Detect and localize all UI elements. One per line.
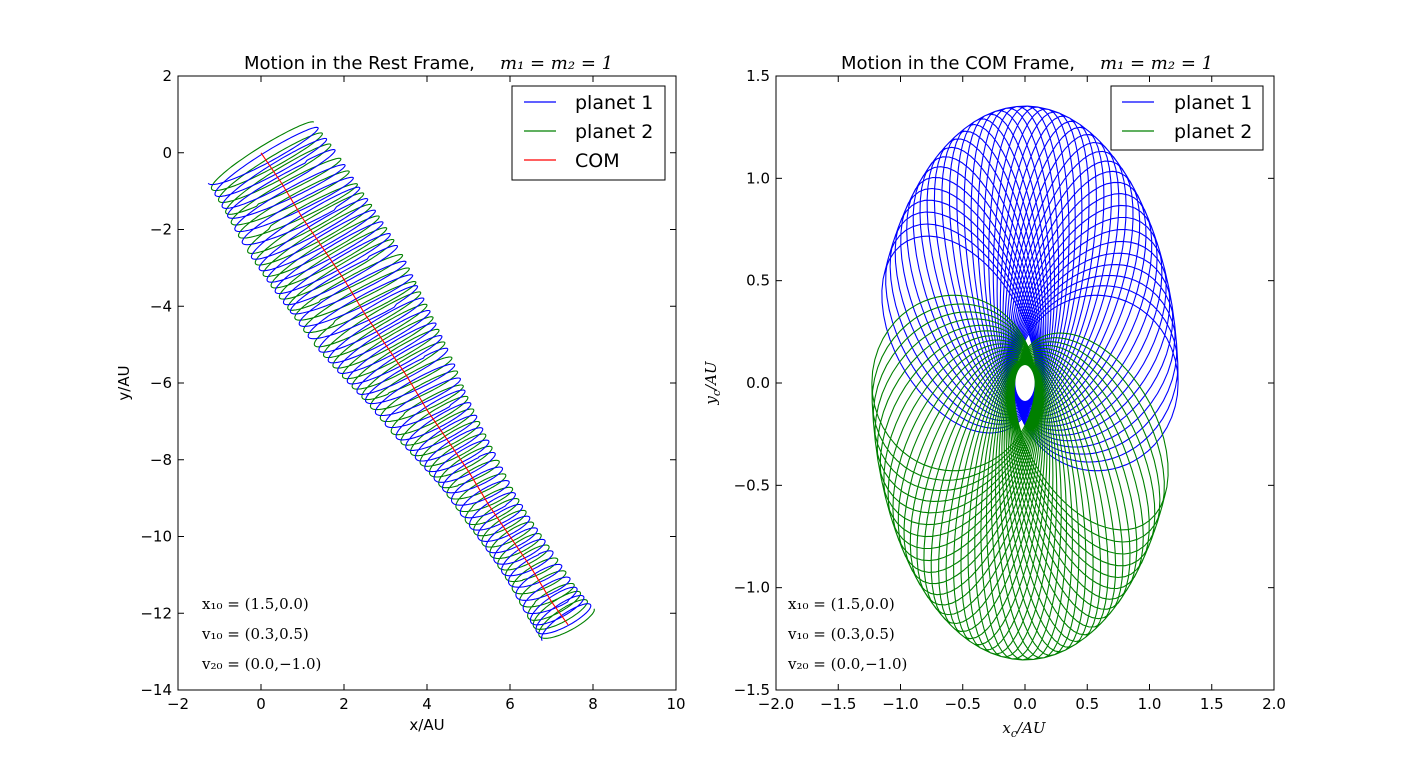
legend-entry-com: COM (575, 150, 620, 172)
legend-entry-planet2: planet 2 (575, 121, 653, 143)
com-frame-annotations: x₁₀ = (1.5,0.0) v₁₀ = (0.3,0.5) v₂₀ = (0… (787, 595, 907, 673)
y-tick-label: −1.5 (734, 681, 770, 699)
rest-frame-plot-area (207, 121, 595, 641)
com-trajectory (260, 152, 569, 626)
y-tick-label: −1.0 (734, 579, 770, 597)
x-tick-label: 4 (422, 695, 432, 713)
x-tick-label: 0.5 (1075, 695, 1099, 713)
com-frame-ylabel: yc/AU (702, 360, 723, 406)
x-tick-label: 10 (666, 695, 685, 713)
legend-entry-planet1: planet 1 (1174, 92, 1252, 114)
y-tick-label: −12 (140, 604, 172, 622)
rest-frame-xlabel: x/AU (409, 716, 444, 734)
planet1-com-trajectory (881, 105, 1179, 472)
rest-frame-panel: −2 0 2 4 6 8 10 −14 −12 −10 −8 −6 −4 −2 0 2 Motion in t… (115, 53, 686, 734)
ylabel-main: y (702, 396, 720, 406)
com-frame-legend: planet 1 planet 2 (1110, 85, 1264, 151)
com-frame-title-math: m₁ = m₂ = 1 (1100, 53, 1213, 74)
com-frame-panel: −2.0 −1.5 −1.0 −0.5 0.0 0.5 1.0 1.5 2.0−1.5−1.0−… (702, 53, 1286, 740)
x-tick-label: 1.0 (1138, 695, 1162, 713)
com-frame-xlabel: xc/AU (1002, 719, 1047, 740)
legend-entry-planet1: planet 1 (575, 92, 653, 114)
y-tick-label: 0 (162, 144, 172, 162)
rest-frame-ticks: −2 0 2 4 6 8 10 −14 −12 −10 −8 −6 −4 −2 0 2 (140, 67, 685, 713)
x-tick-label: 6 (505, 695, 515, 713)
x-tick-label: 1.5 (1200, 695, 1224, 713)
y-tick-label: −8 (150, 451, 172, 469)
annotation-v20: v₂₀ = (0.0,−1.0) (201, 655, 321, 673)
planet2-trajectory (210, 121, 595, 639)
legend-box (1110, 85, 1264, 151)
xlabel-main: x (1002, 719, 1011, 737)
rest-frame-title-math: m₁ = m₂ = 1 (500, 53, 613, 74)
rest-frame-legend: planet 1 planet 2 COM (511, 85, 666, 181)
y-tick-label: −2 (150, 221, 172, 239)
legend-entry-planet2: planet 2 (1174, 121, 1252, 143)
annotation-v10: v₁₀ = (0.3,0.5) (201, 625, 309, 643)
annotation-v10: v₁₀ = (0.3,0.5) (787, 625, 895, 643)
ylabel-sub: c (710, 390, 723, 396)
y-tick-label: 1.0 (746, 169, 770, 187)
annotation-x10: x₁₀ = (1.5,0.0) (202, 595, 309, 613)
x-tick-label: 0 (256, 695, 266, 713)
x-tick-label: −1.5 (820, 695, 856, 713)
rest-frame-title: Motion in the Rest Frame, (244, 53, 475, 74)
x-tick-label: −2.0 (758, 695, 794, 713)
planet2-com-trajectory (871, 294, 1169, 661)
x-tick-label: −0.5 (945, 695, 981, 713)
y-tick-label: −10 (140, 528, 172, 546)
x-tick-label: −2 (167, 695, 189, 713)
y-tick-label: −14 (140, 681, 172, 699)
xlabel-sub: c (1011, 727, 1017, 740)
y-tick-label: 0.5 (746, 272, 770, 290)
x-tick-label: −1.0 (882, 695, 918, 713)
x-tick-label: 2.0 (1262, 695, 1286, 713)
x-tick-label: 2 (339, 695, 349, 713)
y-tick-label: 2 (162, 67, 172, 85)
planet1-trajectory (207, 126, 592, 641)
y-tick-label: −4 (150, 297, 172, 315)
y-tick-label: −6 (150, 374, 172, 392)
x-tick-label: 8 (588, 695, 598, 713)
com-frame-ticks: −2.0 −1.5 −1.0 −0.5 0.0 0.5 1.0 1.5 2.0−1.5−1.0−… (734, 67, 1286, 713)
y-tick-label: 0.0 (746, 374, 770, 392)
rest-frame-annotations: x₁₀ = (1.5,0.0) v₁₀ = (0.3,0.5) v₂₀ = (0… (201, 595, 321, 673)
com-frame-plot-area (871, 105, 1179, 661)
ylabel-rest: /AU (702, 360, 720, 392)
annotation-x10: x₁₀ = (1.5,0.0) (788, 595, 895, 613)
x-tick-label: 0.0 (1013, 695, 1037, 713)
xlabel-rest: /AU (1015, 719, 1047, 737)
annotation-v20: v₂₀ = (0.0,−1.0) (787, 655, 907, 673)
rest-frame-ylabel: y/AU (115, 365, 133, 400)
com-frame-title: Motion in the COM Frame, (841, 53, 1075, 74)
y-tick-label: 1.5 (746, 67, 770, 85)
y-tick-label: −0.5 (734, 476, 770, 494)
